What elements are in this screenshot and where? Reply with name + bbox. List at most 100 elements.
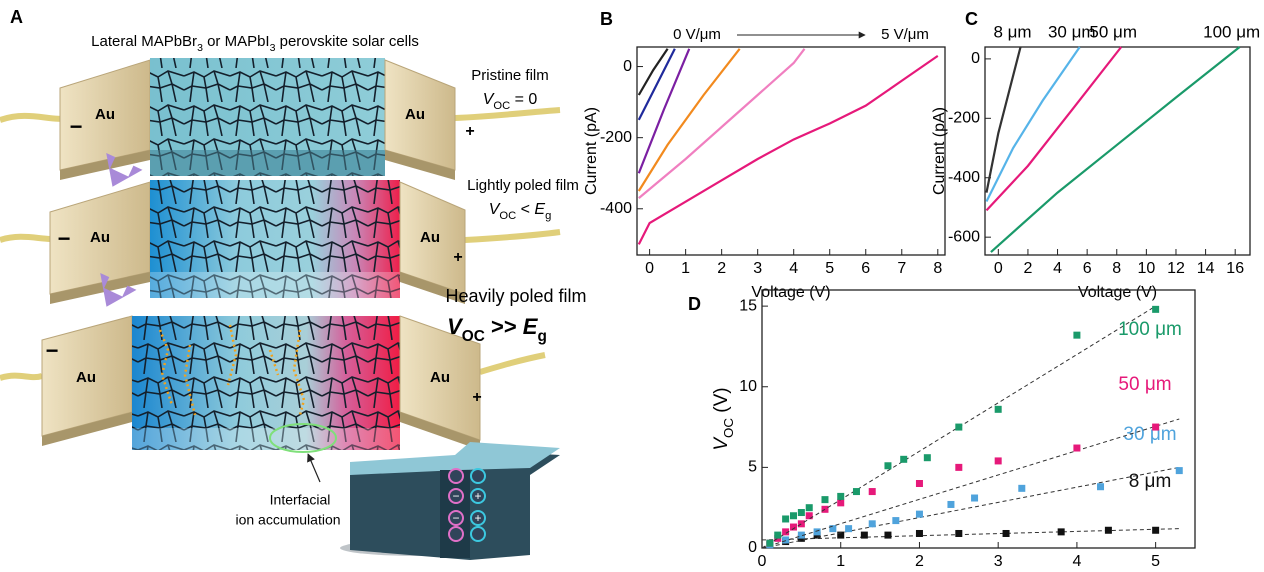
x-tick-label: 14 xyxy=(1197,260,1215,277)
stage-name: Lightly poled film xyxy=(467,177,579,194)
x-tick-label: 0 xyxy=(994,260,1003,277)
point xyxy=(1002,529,1010,537)
point xyxy=(915,529,923,537)
y-tick-label: -400 xyxy=(948,169,980,186)
stage-voc: VOC = 0 xyxy=(483,91,538,112)
point xyxy=(782,536,790,544)
point xyxy=(1057,528,1065,536)
x-tick-label: 12 xyxy=(1167,260,1185,277)
x-tick-label: 2 xyxy=(1023,260,1032,277)
series-label: 50 μm xyxy=(1089,22,1137,41)
x-tick-label: 1 xyxy=(836,553,845,570)
x-tick-label: 2 xyxy=(915,553,924,570)
negative-sign: − xyxy=(70,114,83,139)
x-tick-label: 16 xyxy=(1226,260,1244,277)
point xyxy=(868,488,876,496)
ion-sign: − xyxy=(452,511,459,525)
point xyxy=(1152,423,1160,431)
point xyxy=(955,463,963,471)
positive-sign: + xyxy=(472,389,481,406)
electrode-label: Au xyxy=(76,369,96,386)
point xyxy=(868,520,876,528)
point xyxy=(994,457,1002,465)
point xyxy=(971,494,979,502)
point xyxy=(797,509,805,517)
y-tick-label: 0 xyxy=(623,58,632,75)
point xyxy=(915,480,923,487)
point xyxy=(955,529,963,537)
positive-sign: + xyxy=(453,249,462,266)
y-axis-label: Current (pA) xyxy=(583,107,600,195)
stage-voc: VOC >> Eg xyxy=(447,314,547,345)
y-tick-label: -200 xyxy=(948,110,980,127)
point xyxy=(1175,467,1183,475)
series-line xyxy=(637,54,939,245)
negative-sign: − xyxy=(58,226,71,251)
point xyxy=(1073,331,1081,339)
series-line xyxy=(637,48,676,121)
callout: ion accumulation xyxy=(235,512,340,528)
positive-sign: + xyxy=(465,123,474,140)
x-tick-label: 4 xyxy=(1053,260,1062,277)
series-line xyxy=(637,48,691,174)
y-tick-label: 15 xyxy=(739,297,757,314)
x-tick-label: 4 xyxy=(1072,553,1081,570)
point xyxy=(766,539,774,547)
stage-voc: VOC < Eg xyxy=(489,201,552,222)
point xyxy=(947,500,955,508)
point xyxy=(955,423,963,431)
callout: Interfacial xyxy=(270,492,331,508)
point xyxy=(797,520,805,528)
point xyxy=(797,531,805,539)
point xyxy=(994,405,1002,413)
point xyxy=(821,496,829,504)
series-label: 100 μm xyxy=(1203,22,1260,41)
arrow xyxy=(106,152,143,187)
series-line xyxy=(638,48,806,199)
point xyxy=(852,488,860,496)
point xyxy=(1152,526,1160,534)
ion-sign: + xyxy=(474,511,481,525)
point xyxy=(1097,483,1105,491)
series-label: 100 μm xyxy=(1118,319,1182,340)
panel-label: D xyxy=(688,294,701,314)
annotation: 0 V/μm xyxy=(673,26,721,43)
y-tick-label: 0 xyxy=(971,50,980,67)
point xyxy=(1104,526,1112,534)
chart: B 0 1 2 3 4 5 6 7 8 -400 -200 0 Voltage (V) Current (p… xyxy=(583,9,946,301)
series-line xyxy=(985,46,1081,203)
point xyxy=(1152,305,1160,313)
x-tick-label: 0 xyxy=(758,553,767,570)
point xyxy=(892,517,900,525)
annotation: 5 V/μm xyxy=(881,26,929,43)
series-line xyxy=(990,46,1241,253)
panel-title: Lateral MAPbBr3 or MAPbI3 perovskite sol… xyxy=(91,33,419,54)
series-label: 8 μm xyxy=(1129,471,1172,492)
point xyxy=(813,528,821,536)
panel-label: B xyxy=(600,9,613,29)
x-tick-label: 6 xyxy=(1083,260,1092,277)
ion-sign: + xyxy=(474,489,481,503)
series-label: 30 μm xyxy=(1048,22,1096,41)
chart: C 0 2 4 6 8 10 12 14 16 -600 -400 -200 0 Voltage (V) Cu… xyxy=(931,9,1260,301)
y-axis-label: VOC (V) xyxy=(711,387,736,450)
y-axis-label: Current (pA) xyxy=(931,107,948,195)
point xyxy=(860,531,868,539)
point xyxy=(789,523,797,531)
point xyxy=(915,510,923,518)
y-tick-label: 0 xyxy=(748,539,757,556)
series-line xyxy=(985,46,1123,212)
point xyxy=(829,525,837,533)
slab-pristine: Au Au − + xyxy=(0,58,561,180)
point xyxy=(782,515,790,523)
series-label: 50 μm xyxy=(1118,374,1171,395)
y-tick-label: 10 xyxy=(739,378,757,395)
x-tick-label: 5 xyxy=(1151,553,1160,570)
fit-line xyxy=(761,466,1180,549)
x-tick-label: 2 xyxy=(717,260,726,277)
x-tick-label: 7 xyxy=(897,260,906,277)
y-tick-label: 5 xyxy=(748,459,757,476)
y-tick-label: -200 xyxy=(600,129,632,146)
